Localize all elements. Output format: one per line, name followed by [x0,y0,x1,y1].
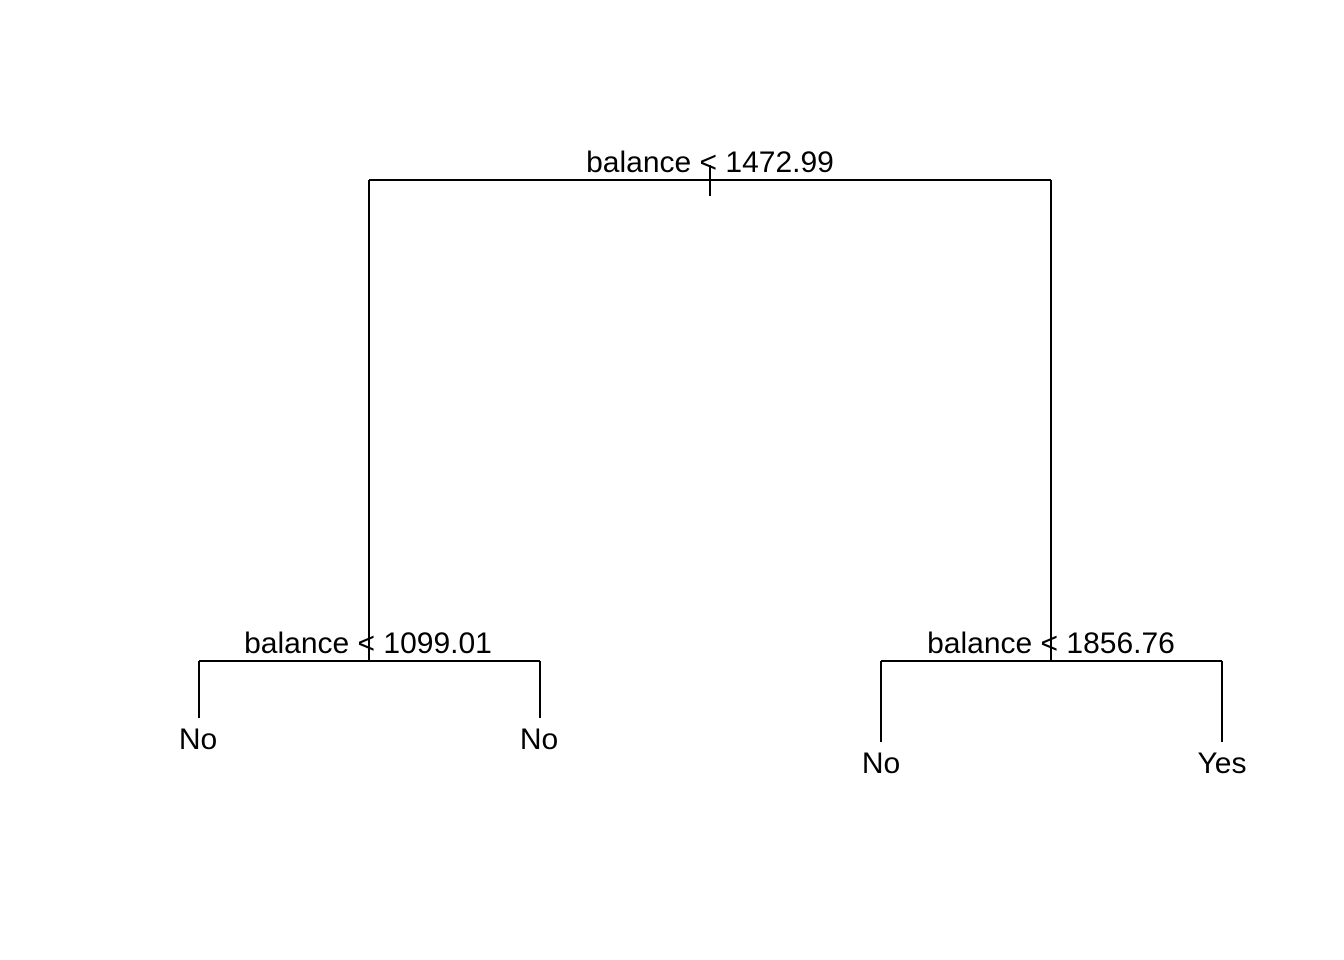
root-node-connectors [368,165,1052,661]
leaf-label-left-right: No [520,723,558,756]
left-split-label: balance < 1099.01 [244,627,492,660]
right-node-connectors [880,660,1223,742]
left-node-connectors [198,660,541,718]
leaf-label-right-left: No [862,747,900,780]
right-split-label: balance < 1856.76 [927,627,1175,660]
leaf-label-right-right: Yes [1198,747,1247,780]
root-split-label: balance < 1472.99 [586,146,834,179]
leaf-label-left-left: No [179,723,217,756]
